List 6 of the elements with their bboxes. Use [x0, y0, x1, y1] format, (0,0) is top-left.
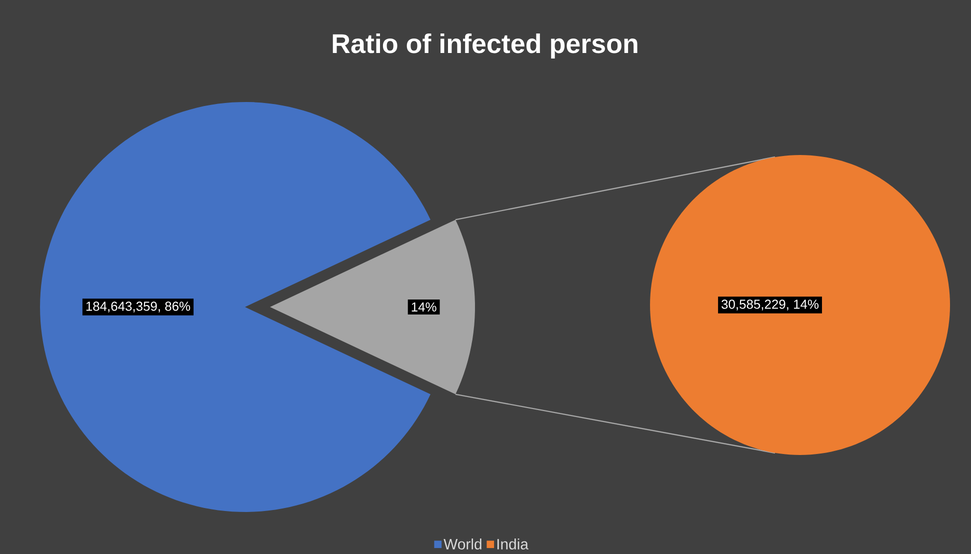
data-label: 14% [412, 302, 436, 312]
legend-label: World [444, 538, 482, 550]
data-label: 184,643,359, 86% [86, 302, 190, 312]
data-label: 30,585,229, 14% [722, 300, 819, 310]
legend-label: India [497, 538, 528, 550]
chart-title: Ratio of infected person [332, 33, 638, 59]
